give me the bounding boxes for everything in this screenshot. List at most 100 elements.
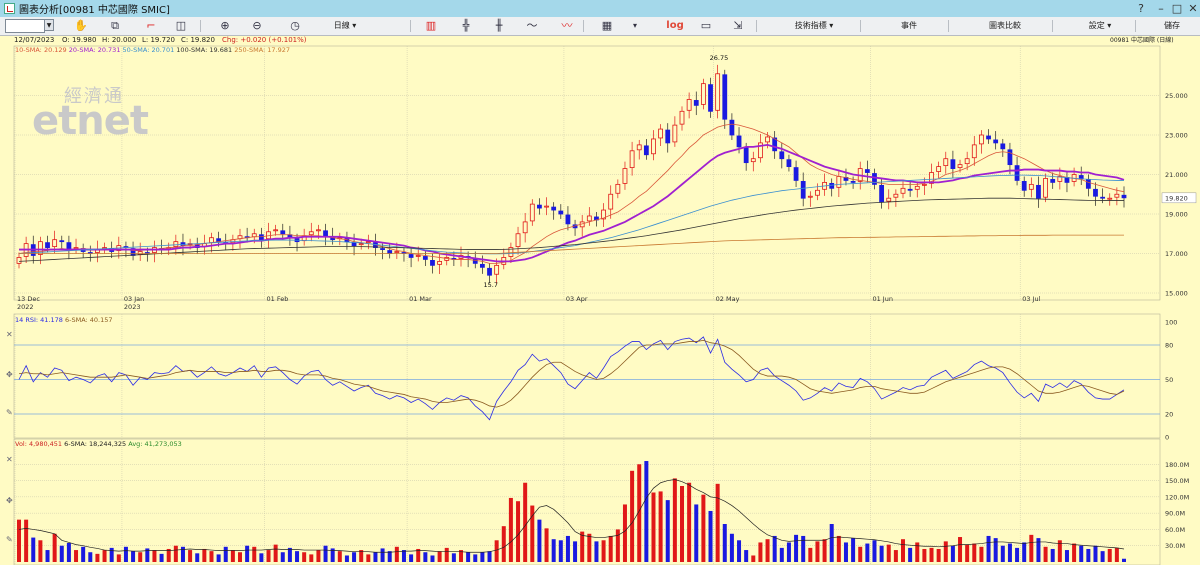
change-value: Chg: +0.020 (+0.101%): [222, 36, 307, 44]
settings-menu[interactable]: 設定 ▾: [1088, 21, 1112, 30]
candle-body: [1078, 175, 1084, 179]
line-chart-icon[interactable]: 〜: [526, 19, 538, 32]
volume-bar: [295, 551, 300, 562]
export-icon[interactable]: ⇲: [733, 19, 743, 32]
table-icon[interactable]: ▦: [601, 19, 613, 32]
volume-bar: [701, 494, 706, 562]
table-dropdown-icon[interactable]: ▾: [632, 21, 637, 30]
volume-bar: [886, 544, 891, 562]
compare-menu[interactable]: 圖表比較: [989, 21, 1021, 30]
edit-volume-panel-icon[interactable]: ✎: [6, 535, 13, 544]
window-title: 圖表分析[00981 中芯國際 SMIC]: [19, 5, 170, 16]
volume-bar: [316, 550, 321, 562]
volume-bar: [230, 550, 235, 562]
candle-body: [829, 182, 835, 189]
volume-bar: [665, 500, 670, 562]
candle-body: [551, 206, 557, 211]
volume-bar: [680, 486, 684, 562]
sma-line-10-SMA: [18, 123, 1125, 264]
candle-body: [1057, 176, 1063, 182]
candle-body: [59, 240, 65, 243]
candle-body: [936, 166, 942, 172]
maximize-icon[interactable]: □: [1171, 2, 1183, 15]
volume-bar: [630, 470, 635, 562]
sidebar-toggle-icon[interactable]: ◫: [175, 19, 187, 32]
candle-body: [807, 195, 813, 198]
bar-chart-icon[interactable]: ╫: [495, 19, 503, 32]
volume-bar: [722, 524, 727, 562]
volume-bar: [74, 550, 79, 562]
volume-axis-label: 150.0M: [1165, 477, 1189, 485]
fit-icon[interactable]: ⧉: [111, 19, 119, 32]
zoom-in-icon[interactable]: ⊕: [220, 19, 230, 32]
volume-bar: [501, 526, 506, 562]
candle-body: [1036, 184, 1041, 199]
volume-bar: [216, 554, 221, 562]
volume-bar: [266, 550, 271, 562]
volume-bar: [24, 519, 29, 562]
volume-bar: [1000, 545, 1005, 562]
volume-bar: [1064, 550, 1069, 562]
help-icon[interactable]: ?: [1138, 2, 1144, 15]
volume-bar: [66, 543, 71, 562]
candle-body: [715, 73, 721, 111]
candle-body: [73, 247, 79, 249]
print-icon[interactable]: ▭: [700, 19, 712, 32]
edit-panel-icon[interactable]: ✎: [6, 408, 13, 417]
minimize-icon[interactable]: –: [1158, 2, 1164, 15]
candle-body: [879, 184, 885, 203]
candle-body: [872, 173, 877, 185]
candle-body: [1014, 165, 1020, 181]
candle-body: [537, 204, 542, 209]
volume-bar: [180, 546, 185, 562]
volume-bar: [373, 552, 378, 562]
save-menu[interactable]: 儲存: [1164, 21, 1180, 30]
volume-bar: [901, 539, 905, 562]
x-tick-label: 13 Dec: [17, 295, 40, 303]
hand-tool-icon[interactable]: ✋: [74, 19, 88, 32]
stock-code-dropdown[interactable]: ▼: [44, 19, 54, 31]
clock-icon[interactable]: ◷: [290, 19, 300, 32]
volume-bar: [808, 547, 813, 562]
candle-body: [258, 234, 264, 241]
close-volume-panel-icon[interactable]: ✕: [6, 455, 13, 464]
volume-bar: [879, 545, 884, 562]
candle-body: [921, 183, 927, 186]
move-volume-panel-icon[interactable]: ✥: [6, 496, 13, 505]
volume-bar: [52, 533, 57, 562]
volume-bar: [608, 535, 613, 562]
log-scale-button[interactable]: log: [666, 20, 684, 31]
candle-body: [408, 254, 414, 258]
close-icon[interactable]: ✕: [1188, 2, 1198, 15]
interval-menu[interactable]: 日線 ▾: [333, 21, 357, 30]
candle-body: [1028, 183, 1034, 190]
candlestick-icon[interactable]: ▥: [425, 19, 437, 32]
volume-bar: [352, 552, 357, 562]
volume-bar: [929, 547, 934, 562]
volume-bar: [380, 548, 385, 562]
last-price-box: [1161, 192, 1197, 204]
candle-body: [1043, 178, 1048, 198]
candle-body: [893, 193, 899, 198]
events-menu[interactable]: 事件: [901, 21, 917, 30]
volume-bar: [1015, 547, 1020, 562]
volume-legend: Vol: 4,980,451 6-SMA: 18,244,325 Avg: 41…: [15, 440, 182, 448]
rsi-axis-label: 80: [1165, 342, 1173, 350]
candle-body: [608, 193, 614, 210]
close-panel-icon[interactable]: ✕: [6, 330, 13, 339]
move-panel-icon[interactable]: ✥: [6, 370, 13, 379]
candle-body: [66, 242, 72, 250]
candle-body: [273, 229, 279, 232]
indicators-menu[interactable]: 技術指標 ▾: [794, 21, 834, 30]
volume-bar: [273, 544, 278, 562]
zoom-out-icon[interactable]: ⊖: [252, 19, 262, 32]
volume-bar: [451, 553, 456, 562]
candle-body: [700, 83, 706, 105]
candle-body: [658, 128, 664, 139]
candle-body: [736, 135, 742, 148]
crosshair-icon[interactable]: ⌐: [146, 19, 156, 32]
ohlc-icon[interactable]: ╬: [462, 19, 470, 32]
area-chart-icon[interactable]: 〰: [561, 19, 573, 32]
volume-bar: [31, 537, 36, 562]
